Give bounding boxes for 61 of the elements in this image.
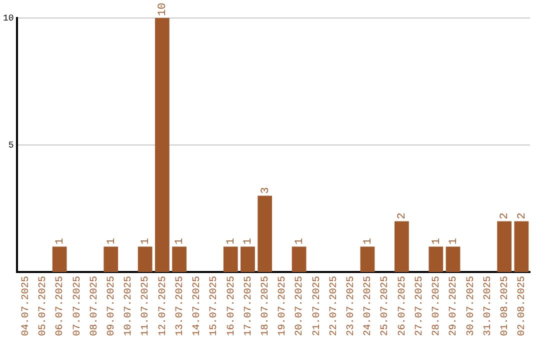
x-tick-label: 15.07.2025 bbox=[209, 276, 220, 336]
data-label: 1 bbox=[140, 238, 152, 245]
data-label: 1 bbox=[448, 238, 460, 245]
y-tick-label: 5 bbox=[8, 140, 14, 150]
data-label: 1 bbox=[54, 238, 66, 245]
x-tick-label: 09.07.2025 bbox=[106, 276, 118, 336]
x-tick-label: 18.07.2025 bbox=[260, 276, 272, 336]
x-tick-label: 02.08.2025 bbox=[517, 276, 528, 336]
bar bbox=[155, 18, 170, 272]
x-tick-label: 28.07.2025 bbox=[432, 276, 443, 336]
bar bbox=[292, 246, 306, 272]
bar bbox=[172, 246, 186, 272]
x-tick-label: 11.07.2025 bbox=[140, 276, 152, 336]
x-tick-label: 14.07.2025 bbox=[192, 276, 204, 336]
data-label: 1 bbox=[242, 238, 255, 245]
x-tick-label: 27.07.2025 bbox=[414, 276, 426, 336]
bar bbox=[428, 246, 444, 272]
data-label: 10 bbox=[157, 2, 170, 16]
x-tick-label: 17.07.2025 bbox=[243, 276, 254, 336]
bar bbox=[52, 246, 67, 272]
data-label: 1 bbox=[362, 238, 374, 245]
x-tick-label: 26.07.2025 bbox=[397, 276, 408, 336]
bar bbox=[446, 246, 460, 272]
x-tick-label: 23.07.2025 bbox=[346, 276, 358, 336]
x-tick-label: 21.07.2025 bbox=[312, 276, 323, 336]
x-tick-label: 10.07.2025 bbox=[124, 276, 135, 336]
x-tick-label: 07.07.2025 bbox=[72, 276, 84, 336]
bar bbox=[497, 221, 512, 272]
bar bbox=[223, 246, 238, 272]
x-tick-label: 16.07.2025 bbox=[226, 276, 238, 336]
x-tick-label: 13.07.2025 bbox=[174, 276, 186, 336]
bar bbox=[138, 246, 152, 272]
x-tick-label: 24.07.2025 bbox=[363, 276, 374, 336]
data-label: 2 bbox=[396, 212, 409, 220]
bar bbox=[394, 221, 409, 272]
x-tick-label: 30.07.2025 bbox=[466, 276, 477, 336]
x-tick-label: 01.08.2025 bbox=[500, 276, 511, 336]
x-tick-label: 20.07.2025 bbox=[294, 276, 306, 336]
data-label: 1 bbox=[226, 238, 238, 245]
x-tick-label: 25.07.2025 bbox=[380, 276, 392, 336]
data-label: 1 bbox=[430, 238, 443, 245]
bar bbox=[258, 196, 272, 272]
x-tick-label: 06.07.2025 bbox=[55, 276, 66, 336]
data-label: 1 bbox=[106, 238, 118, 245]
x-tick-label: 31.07.2025 bbox=[482, 276, 494, 336]
data-label: 1 bbox=[174, 238, 186, 245]
data-label: 3 bbox=[260, 187, 272, 194]
data-label: 1 bbox=[294, 238, 306, 245]
x-tick-label: 12.07.2025 bbox=[158, 276, 169, 336]
x-tick-label: 08.07.2025 bbox=[89, 276, 100, 336]
x-tick-label: 22.07.2025 bbox=[328, 276, 340, 336]
x-tick-label: 29.07.2025 bbox=[448, 276, 460, 336]
data-label: 2 bbox=[499, 212, 512, 220]
bar bbox=[240, 246, 255, 272]
bar bbox=[104, 246, 118, 272]
x-tick-label: 04.07.2025 bbox=[20, 276, 32, 336]
x-tick-label: 19.07.2025 bbox=[278, 276, 289, 336]
data-label: 2 bbox=[516, 212, 528, 220]
x-tick-label: 05.07.2025 bbox=[38, 276, 50, 336]
bar bbox=[514, 221, 529, 272]
bar bbox=[360, 246, 375, 272]
